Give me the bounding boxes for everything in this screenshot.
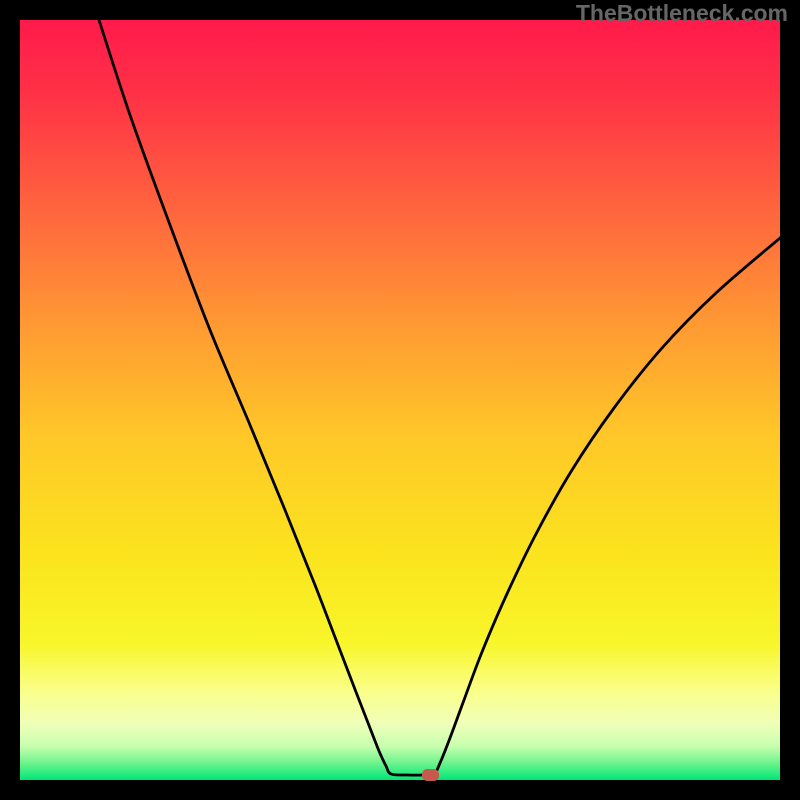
chart-frame: TheBottleneck.com [0,0,800,800]
optimal-point-marker [422,769,439,781]
plot-area [20,20,780,780]
bottleneck-curve [20,20,780,780]
watermark-label: TheBottleneck.com [576,0,788,27]
